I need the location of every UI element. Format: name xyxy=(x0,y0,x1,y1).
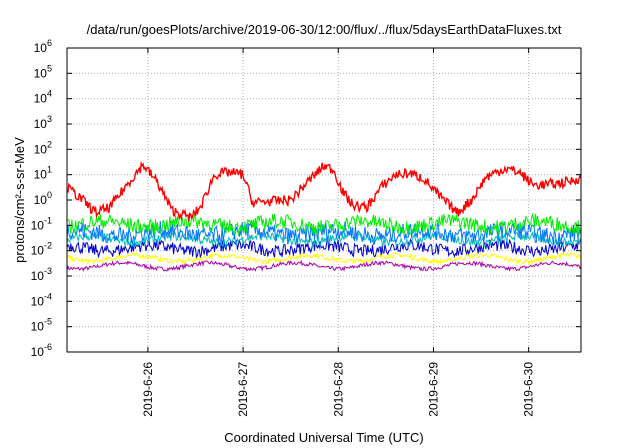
chart-title: /data/run/goesPlots/archive/2019-06-30/1… xyxy=(87,22,562,37)
plot-area-frame xyxy=(66,47,582,353)
y-axis-label: protons/cm²-s-sr-MeV xyxy=(12,137,27,263)
x-axis-label: Coordinated Universal Time (UTC) xyxy=(224,430,423,445)
y-tick-exponent: 1 xyxy=(47,165,52,175)
y-tick-exponent: 5 xyxy=(47,63,52,73)
series-line xyxy=(66,251,582,266)
x-tick-label: 2019-6-28 xyxy=(331,362,345,417)
y-tick-exponent: -2 xyxy=(44,241,52,251)
y-tick-exponent: -3 xyxy=(44,266,52,276)
y-tick-exponent: 0 xyxy=(47,190,52,200)
series-lines xyxy=(66,160,582,272)
y-tick-exponent: 6 xyxy=(47,38,52,48)
y-tick-label: 102 xyxy=(34,139,52,156)
y-tick-exponent: 2 xyxy=(47,139,52,149)
y-tick-label: 103 xyxy=(34,114,52,131)
y-tick-exponent: 3 xyxy=(47,114,52,124)
y-tick-exponent: -5 xyxy=(44,317,52,327)
x-tick-label: 2019-6-26 xyxy=(141,362,155,417)
y-tick-label: 100 xyxy=(34,190,52,207)
x-tick-label: 2019-6-27 xyxy=(236,362,250,417)
series-line xyxy=(66,259,582,272)
y-tick-label: 10-1 xyxy=(31,215,52,232)
y-tick-label: 106 xyxy=(34,38,52,55)
y-tick-label: 10-6 xyxy=(31,342,52,359)
y-tick-label: 10-3 xyxy=(31,266,52,283)
series-line xyxy=(66,160,582,222)
series-line xyxy=(66,231,582,249)
y-tick-label: 10-2 xyxy=(31,241,52,258)
series-line xyxy=(66,212,582,237)
x-tick-label: 2019-6-29 xyxy=(426,362,440,417)
y-tick-exponent: -1 xyxy=(44,215,52,225)
x-axis: 2019-6-26 2019-6-27 2019-6-28 2019-6-29 2019… xyxy=(141,48,536,417)
y-tick-label: 10-4 xyxy=(31,291,52,308)
series-line xyxy=(66,237,582,259)
y-tick-label: 105 xyxy=(34,63,52,80)
y-tick-label: 104 xyxy=(34,89,52,106)
y-tick-exponent: 4 xyxy=(47,89,52,99)
x-tick-label: 2019-6-30 xyxy=(522,362,536,417)
y-tick-label: 101 xyxy=(34,165,52,182)
y-tick-exponent: -6 xyxy=(44,342,52,352)
y-tick-label: 10-5 xyxy=(31,317,52,334)
y-tick-exponent: -4 xyxy=(44,291,52,301)
grid-lines xyxy=(67,48,581,352)
